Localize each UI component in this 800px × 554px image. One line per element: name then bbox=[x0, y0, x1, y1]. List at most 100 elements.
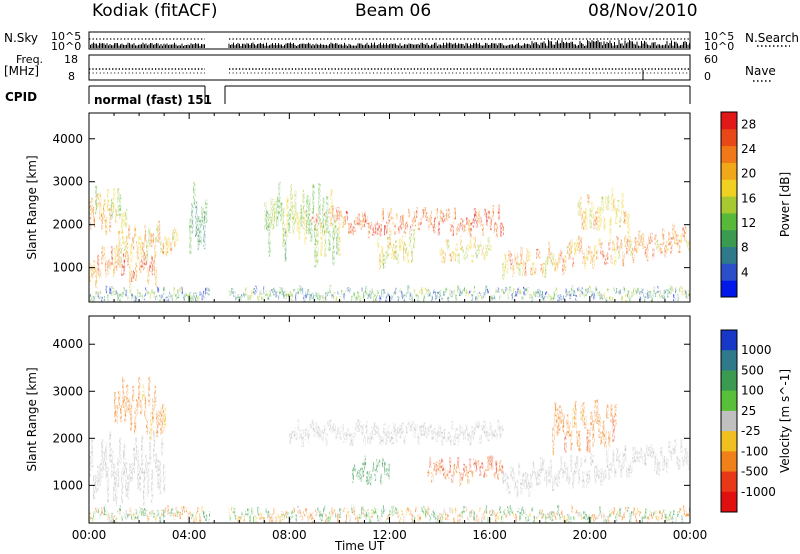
echo-cell bbox=[263, 285, 266, 295]
echo-cell bbox=[163, 463, 166, 494]
echo-cell bbox=[557, 505, 560, 515]
echo-cell bbox=[665, 514, 668, 522]
echo-cell bbox=[272, 199, 275, 230]
echo-cell bbox=[319, 511, 322, 520]
echo-cell bbox=[517, 508, 520, 513]
echo-cell bbox=[547, 513, 550, 518]
echo-cell bbox=[512, 265, 515, 277]
echo-cell bbox=[461, 246, 464, 254]
echo-cell bbox=[243, 515, 246, 522]
echo-cell bbox=[289, 515, 292, 523]
echo-cell bbox=[323, 505, 326, 515]
echo-cell bbox=[373, 223, 377, 237]
echo-cell bbox=[373, 507, 376, 515]
echo-cell bbox=[175, 294, 178, 302]
echo-cell bbox=[134, 407, 137, 435]
echo-cell bbox=[327, 515, 330, 522]
echo-cell bbox=[187, 294, 190, 300]
echo-cell bbox=[635, 288, 638, 295]
echo-cell bbox=[231, 287, 234, 294]
echo-cell bbox=[515, 513, 518, 522]
echo-cell bbox=[545, 291, 548, 298]
echo-cell bbox=[674, 230, 677, 244]
echo-cell bbox=[290, 184, 293, 220]
echo-cell bbox=[471, 426, 474, 440]
echo-cell bbox=[471, 470, 474, 478]
echo-cell bbox=[199, 291, 202, 297]
echo-cell bbox=[439, 425, 442, 437]
echo-cell bbox=[467, 219, 471, 235]
echo-cell bbox=[576, 428, 579, 447]
echo-cell bbox=[569, 290, 572, 300]
echo-cell bbox=[542, 459, 545, 471]
echo-cell bbox=[337, 207, 341, 221]
echo-cell bbox=[552, 427, 555, 456]
echo-cell bbox=[119, 505, 122, 515]
echo-cell bbox=[667, 289, 670, 298]
echo-cell bbox=[447, 296, 450, 302]
echo-cell bbox=[453, 517, 456, 523]
echo-cell bbox=[191, 512, 194, 520]
echo-cell bbox=[621, 192, 624, 215]
echo-cell bbox=[443, 429, 446, 439]
echo-cell bbox=[136, 241, 139, 259]
echo-cell bbox=[634, 237, 637, 253]
echo-cell bbox=[553, 291, 556, 300]
echo-cell bbox=[566, 413, 569, 436]
echo-cell bbox=[551, 295, 554, 302]
echo-cell bbox=[644, 246, 647, 257]
echo-cell bbox=[95, 186, 98, 215]
echo-cell bbox=[395, 507, 398, 515]
echo-cell bbox=[105, 217, 108, 236]
echo-cell bbox=[688, 241, 690, 252]
echo-cell bbox=[271, 288, 274, 293]
echo-cell bbox=[303, 429, 306, 441]
echo-cell bbox=[399, 516, 402, 523]
echo-cell bbox=[591, 513, 594, 519]
echo-cell bbox=[145, 509, 148, 517]
y-tick-label: 2000 bbox=[52, 431, 83, 445]
echo-cell bbox=[461, 511, 464, 520]
echo-cell bbox=[642, 232, 645, 250]
echo-cell bbox=[303, 295, 306, 302]
echo-cell bbox=[155, 266, 158, 288]
echo-cell bbox=[317, 507, 320, 514]
echo-cell bbox=[121, 261, 124, 276]
echo-cell bbox=[599, 291, 602, 300]
echo-cell bbox=[429, 291, 432, 297]
echo-cell bbox=[319, 428, 322, 439]
echo-cell bbox=[203, 290, 206, 300]
echo-cell bbox=[515, 291, 518, 297]
echo-cell bbox=[353, 292, 356, 298]
echo-cell bbox=[156, 410, 159, 438]
echo-cell bbox=[157, 286, 160, 293]
echo-cell bbox=[310, 220, 313, 242]
echo-cell bbox=[572, 257, 575, 268]
echo-cell bbox=[115, 516, 118, 523]
echo-cell bbox=[431, 472, 434, 483]
echo-cell bbox=[107, 294, 110, 302]
echo-cell bbox=[169, 510, 172, 517]
echo-cell bbox=[641, 516, 644, 523]
echo-cell bbox=[558, 253, 561, 263]
echo-cell bbox=[561, 509, 564, 519]
echo-cell bbox=[485, 427, 488, 439]
echo-cell bbox=[527, 516, 530, 522]
echo-cell bbox=[284, 227, 287, 262]
echo-cell bbox=[425, 287, 428, 295]
echo-cell bbox=[556, 261, 559, 271]
echo-cell bbox=[621, 515, 624, 521]
echo-cell bbox=[135, 437, 138, 461]
echo-cell bbox=[546, 470, 549, 487]
echo-cell bbox=[475, 420, 478, 429]
x-tick-label: 00:00 bbox=[673, 528, 708, 542]
echo-cell bbox=[99, 463, 102, 487]
echo-cell bbox=[237, 294, 240, 299]
echo-cell bbox=[302, 189, 305, 222]
echo-cell bbox=[111, 512, 114, 523]
echo-cell bbox=[589, 208, 592, 229]
echo-cell bbox=[520, 479, 523, 495]
echo-cell bbox=[479, 239, 482, 248]
echo-cell bbox=[231, 505, 234, 514]
echo-cell bbox=[598, 414, 601, 438]
